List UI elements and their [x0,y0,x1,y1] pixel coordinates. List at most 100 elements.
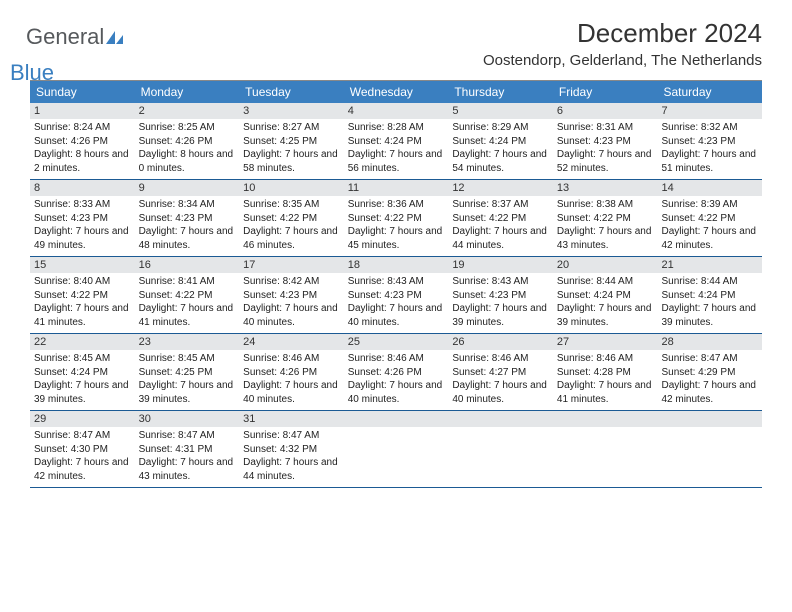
calendar-day-number: 1 [30,103,135,119]
calendar-day-detail: Sunrise: 8:47 AMSunset: 4:29 PMDaylight:… [661,352,758,406]
calendar-day-cell: 16Sunrise: 8:41 AMSunset: 4:22 PMDayligh… [135,257,240,333]
calendar-day-number: 28 [657,334,762,350]
calendar-day-cell: 22 Sunrise: 8:45 AMSunset: 4:24 PMDayligh… [30,334,135,410]
calendar-day-cell: 23Sunrise: 8:45 AMSunset: 4:25 PMDayligh… [135,334,240,410]
calendar-day-cell [553,411,658,487]
day-header-cell: Friday [553,81,658,103]
calendar-day-number: 22 [30,334,135,350]
day-header-cell: Wednesday [344,81,449,103]
logo: General Blue [26,18,146,70]
calendar-day-number: 15 [30,257,135,273]
calendar-day-detail: Sunrise: 8:43 AMSunset: 4:23 PMDaylight:… [348,275,445,329]
calendar-day-cell: 29 Sunrise: 8:47 AMSunset: 4:30 PMDayligh… [30,411,135,487]
calendar-day-number: 3 [239,103,344,119]
calendar-day-detail: Sunrise: 8:31 AMSunset: 4:23 PMDaylight:… [557,121,654,175]
calendar-day-number: 13 [553,180,658,196]
calendar-day-detail: Sunrise: 8:40 AMSunset: 4:22 PMDaylight:… [34,275,131,329]
calendar-day-cell: 14Sunrise: 8:39 AMSunset: 4:22 PMDayligh… [657,180,762,256]
calendar-day-number: 10 [239,180,344,196]
calendar-day-detail: Sunrise: 8:38 AMSunset: 4:22 PMDaylight:… [557,198,654,252]
calendar-day-cell [657,411,762,487]
calendar-day-cell: 28 Sunrise: 8:47 AMSunset: 4:29 PMDayligh… [657,334,762,410]
calendar-day-cell: 17 Sunrise: 8:42 AMSunset: 4:23 PMDayligh… [239,257,344,333]
calendar-day-number: 6 [553,103,658,119]
day-header-cell: Thursday [448,81,553,103]
calendar-day-detail: Sunrise: 8:46 AMSunset: 4:27 PMDaylight:… [452,352,549,406]
calendar-day-detail: Sunrise: 8:28 AMSunset: 4:24 PMDaylight:… [348,121,445,175]
calendar-day-detail: Sunrise: 8:44 AMSunset: 4:24 PMDaylight:… [557,275,654,329]
calendar-day-cell: 26 Sunrise: 8:46 AMSunset: 4:27 PMDayligh… [448,334,553,410]
calendar-day-detail: Sunrise: 8:44 AMSunset: 4:24 PMDaylight:… [661,275,758,329]
logo-word-general: General [26,24,104,50]
calendar-day-detail: Sunrise: 8:33 AMSunset: 4:23 PMDaylight:… [34,198,131,252]
calendar-day-detail: Sunrise: 8:46 AMSunset: 4:28 PMDaylight:… [557,352,654,406]
calendar-day-number: 27 [553,334,658,350]
calendar-day-detail: Sunrise: 8:24 AMSunset: 4:26 PMDaylight:… [34,121,131,175]
calendar-day-number: 21 [657,257,762,273]
calendar-day-detail: Sunrise: 8:47 AMSunset: 4:30 PMDaylight:… [34,429,131,483]
day-header-cell: Tuesday [239,81,344,103]
calendar-day-cell: 10 Sunrise: 8:35 AMSunset: 4:22 PMDayligh… [239,180,344,256]
logo-word-blue: Blue [10,60,54,86]
calendar-title-location: Oostendorp, Gelderland, The Netherlands [483,52,762,69]
calendar-title-month: December 2024 [483,18,762,49]
calendar-day-detail: Sunrise: 8:47 AMSunset: 4:31 PMDaylight:… [139,429,236,483]
calendar-day-cell [448,411,553,487]
calendar-day-number: 8 [30,180,135,196]
calendar-day-number: 29 [30,411,135,427]
calendar-day-number: 19 [448,257,553,273]
calendar-week-row: 15 Sunrise: 8:40 AMSunset: 4:22 PMDayligh… [30,257,762,334]
calendar-day-cell: 18Sunrise: 8:43 AMSunset: 4:23 PMDayligh… [344,257,449,333]
day-header-cell: Saturday [657,81,762,103]
calendar-day-detail: Sunrise: 8:46 AMSunset: 4:26 PMDaylight:… [243,352,340,406]
calendar-day-cell: 1 Sunrise: 8:24 AMSunset: 4:26 PMDaylight… [30,103,135,179]
calendar-day-detail: Sunrise: 8:42 AMSunset: 4:23 PMDaylight:… [243,275,340,329]
logo-arrow-small-icon [116,35,123,44]
calendar-day-cell: 30 Sunrise: 8:47 AMSunset: 4:31 PMDayligh… [135,411,240,487]
page-header: General Blue December 2024 Oostendorp, G… [0,0,792,74]
calendar-day-number [657,411,762,427]
calendar-day-cell: 3 Sunrise: 8:27 AMSunset: 4:25 PMDaylight… [239,103,344,179]
calendar-day-number [448,411,553,427]
calendar-day-cell: 20 Sunrise: 8:44 AMSunset: 4:24 PMDayligh… [553,257,658,333]
calendar-day-detail: Sunrise: 8:45 AMSunset: 4:24 PMDaylight:… [34,352,131,406]
calendar: SundayMondayTuesdayWednesdayThursdayFrid… [30,80,762,488]
calendar-day-detail: Sunrise: 8:37 AMSunset: 4:22 PMDaylight:… [452,198,549,252]
calendar-day-cell: 25Sunrise: 8:46 AMSunset: 4:26 PMDayligh… [344,334,449,410]
calendar-day-cell: 21 Sunrise: 8:44 AMSunset: 4:24 PMDayligh… [657,257,762,333]
calendar-day-cell: 19 Sunrise: 8:43 AMSunset: 4:23 PMDayligh… [448,257,553,333]
calendar-day-cell: 27 Sunrise: 8:46 AMSunset: 4:28 PMDayligh… [553,334,658,410]
calendar-day-number: 30 [135,411,240,427]
calendar-day-number: 31 [239,411,344,427]
calendar-week-row: 8 Sunrise: 8:33 AMSunset: 4:23 PMDaylight… [30,180,762,257]
calendar-day-detail: Sunrise: 8:34 AMSunset: 4:23 PMDaylight:… [139,198,236,252]
calendar-day-cell: 12 Sunrise: 8:37 AMSunset: 4:22 PMDayligh… [448,180,553,256]
calendar-day-cell: 7 Sunrise: 8:32 AMSunset: 4:23 PMDaylight… [657,103,762,179]
calendar-day-number: 4 [344,103,449,119]
day-header-cell: Monday [135,81,240,103]
calendar-day-detail: Sunrise: 8:27 AMSunset: 4:25 PMDaylight:… [243,121,340,175]
calendar-day-cell: 6 Sunrise: 8:31 AMSunset: 4:23 PMDaylight… [553,103,658,179]
calendar-day-detail: Sunrise: 8:39 AMSunset: 4:22 PMDaylight:… [661,198,758,252]
calendar-day-detail: Sunrise: 8:45 AMSunset: 4:25 PMDaylight:… [139,352,236,406]
calendar-day-number: 26 [448,334,553,350]
calendar-day-number: 20 [553,257,658,273]
calendar-day-cell: 2Sunrise: 8:25 AMSunset: 4:26 PMDaylight… [135,103,240,179]
calendar-day-number: 12 [448,180,553,196]
calendar-week-row: 1 Sunrise: 8:24 AMSunset: 4:26 PMDaylight… [30,103,762,180]
calendar-day-detail: Sunrise: 8:46 AMSunset: 4:26 PMDaylight:… [348,352,445,406]
calendar-day-detail: Sunrise: 8:32 AMSunset: 4:23 PMDaylight:… [661,121,758,175]
calendar-day-detail: Sunrise: 8:43 AMSunset: 4:23 PMDaylight:… [452,275,549,329]
calendar-day-number: 17 [239,257,344,273]
calendar-day-header-row: SundayMondayTuesdayWednesdayThursdayFrid… [30,81,762,103]
calendar-day-detail: Sunrise: 8:35 AMSunset: 4:22 PMDaylight:… [243,198,340,252]
calendar-day-detail: Sunrise: 8:47 AMSunset: 4:32 PMDaylight:… [243,429,340,483]
calendar-week-row: 22 Sunrise: 8:45 AMSunset: 4:24 PMDayligh… [30,334,762,411]
calendar-day-number: 9 [135,180,240,196]
calendar-day-cell: 9 Sunrise: 8:34 AMSunset: 4:23 PMDaylight… [135,180,240,256]
calendar-day-cell: 31 Sunrise: 8:47 AMSunset: 4:32 PMDayligh… [239,411,344,487]
calendar-day-number: 16 [135,257,240,273]
calendar-day-cell: 8 Sunrise: 8:33 AMSunset: 4:23 PMDaylight… [30,180,135,256]
calendar-day-number: 2 [135,103,240,119]
calendar-day-number: 7 [657,103,762,119]
